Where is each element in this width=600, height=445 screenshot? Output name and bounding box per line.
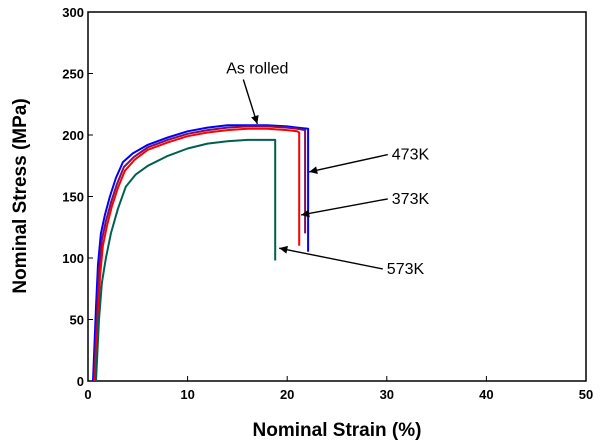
series-line-373k bbox=[94, 127, 301, 382]
annotation-arrow-line bbox=[279, 247, 383, 270]
series-line-573k bbox=[95, 138, 277, 382]
x-axis-title: Nominal Strain (%) bbox=[253, 420, 422, 441]
x-tick-label: 20 bbox=[280, 387, 294, 402]
plot-frame bbox=[87, 11, 587, 382]
x-tick-label: 30 bbox=[380, 387, 394, 402]
annotation-arrow-line bbox=[308, 153, 388, 173]
annotation-arrow-head bbox=[301, 209, 310, 218]
y-tick-label: 0 bbox=[77, 374, 84, 389]
y-tick-label: 100 bbox=[62, 251, 84, 266]
x-tick-label: 50 bbox=[579, 387, 593, 402]
y-axis-ticks: 0 50 100 150 200 250 300 bbox=[62, 5, 93, 389]
x-tick-label: 40 bbox=[479, 387, 493, 402]
annotation-arrow-head bbox=[309, 166, 318, 174]
series-line-as-rolled bbox=[92, 124, 310, 382]
annotation-label: 473K bbox=[392, 147, 430, 164]
y-axis-title: Nominal Stress (MPa) bbox=[10, 98, 31, 293]
x-axis-ticks: 0 10 20 30 40 50 bbox=[84, 376, 593, 402]
annotation-label: As rolled bbox=[226, 61, 288, 78]
annotation-label: 573K bbox=[387, 261, 425, 278]
series-line-473k bbox=[93, 125, 307, 382]
y-tick-label: 250 bbox=[62, 67, 84, 82]
y-tick-label: 200 bbox=[62, 128, 84, 143]
annotation-arrow-line bbox=[301, 198, 388, 216]
series-group bbox=[92, 124, 310, 382]
y-tick-label: 300 bbox=[62, 5, 84, 20]
y-tick-label: 150 bbox=[62, 190, 84, 205]
annotation-arrow-head bbox=[279, 245, 288, 254]
annotation-arrow-head bbox=[251, 115, 259, 124]
annotations-group: As rolled 473K 373K 573K bbox=[226, 61, 429, 278]
x-tick-label: 10 bbox=[180, 387, 194, 402]
y-tick-label: 50 bbox=[70, 313, 84, 328]
x-tick-label: 0 bbox=[84, 387, 91, 402]
annotation-label: 373K bbox=[392, 191, 430, 208]
